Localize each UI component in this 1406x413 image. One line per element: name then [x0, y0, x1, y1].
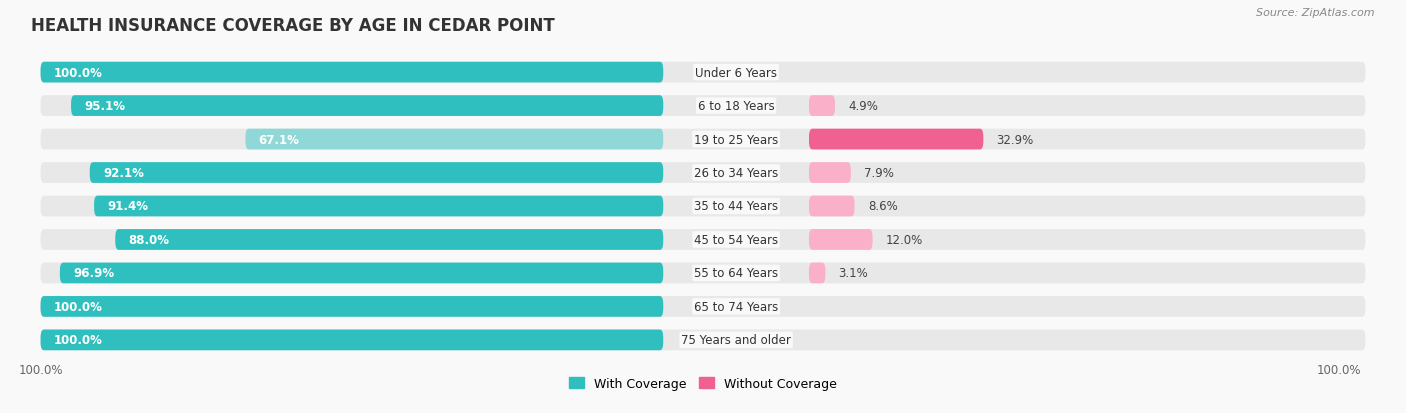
FancyBboxPatch shape	[72, 96, 664, 117]
FancyBboxPatch shape	[246, 129, 664, 150]
Text: 45 to 54 Years: 45 to 54 Years	[695, 233, 778, 247]
Text: 32.9%: 32.9%	[997, 133, 1033, 146]
Text: 65 to 74 Years: 65 to 74 Years	[695, 300, 779, 313]
Text: 12.0%: 12.0%	[886, 233, 924, 247]
FancyBboxPatch shape	[41, 296, 1365, 317]
Text: 55 to 64 Years: 55 to 64 Years	[695, 267, 778, 280]
Text: HEALTH INSURANCE COVERAGE BY AGE IN CEDAR POINT: HEALTH INSURANCE COVERAGE BY AGE IN CEDA…	[31, 17, 555, 34]
Text: 95.1%: 95.1%	[84, 100, 125, 113]
Text: 26 to 34 Years: 26 to 34 Years	[695, 166, 779, 180]
Text: 91.4%: 91.4%	[107, 200, 149, 213]
Text: 100.0%: 100.0%	[1316, 363, 1361, 376]
Text: 67.1%: 67.1%	[259, 133, 299, 146]
FancyBboxPatch shape	[808, 96, 835, 117]
Text: 8.6%: 8.6%	[868, 200, 897, 213]
FancyBboxPatch shape	[41, 96, 1365, 117]
Text: 4.9%: 4.9%	[848, 100, 879, 113]
Text: Source: ZipAtlas.com: Source: ZipAtlas.com	[1257, 8, 1375, 18]
FancyBboxPatch shape	[808, 163, 851, 183]
FancyBboxPatch shape	[41, 263, 1365, 284]
FancyBboxPatch shape	[808, 230, 873, 250]
Text: 96.9%: 96.9%	[73, 267, 114, 280]
FancyBboxPatch shape	[41, 63, 664, 83]
FancyBboxPatch shape	[90, 163, 664, 183]
Text: 100.0%: 100.0%	[53, 66, 103, 79]
Text: 100.0%: 100.0%	[18, 363, 63, 376]
Text: 100.0%: 100.0%	[53, 334, 103, 347]
Text: 88.0%: 88.0%	[128, 233, 170, 247]
FancyBboxPatch shape	[41, 163, 1365, 183]
Text: 19 to 25 Years: 19 to 25 Years	[695, 133, 779, 146]
FancyBboxPatch shape	[41, 296, 664, 317]
Text: 7.9%: 7.9%	[865, 166, 894, 180]
FancyBboxPatch shape	[41, 330, 664, 350]
FancyBboxPatch shape	[94, 196, 664, 217]
FancyBboxPatch shape	[41, 129, 1365, 150]
FancyBboxPatch shape	[808, 196, 855, 217]
FancyBboxPatch shape	[41, 63, 1365, 83]
FancyBboxPatch shape	[60, 263, 664, 284]
FancyBboxPatch shape	[41, 196, 1365, 217]
Text: 3.1%: 3.1%	[838, 267, 869, 280]
FancyBboxPatch shape	[808, 263, 825, 284]
Text: 75 Years and older: 75 Years and older	[681, 334, 792, 347]
Text: Under 6 Years: Under 6 Years	[695, 66, 778, 79]
Legend: With Coverage, Without Coverage: With Coverage, Without Coverage	[564, 372, 842, 395]
FancyBboxPatch shape	[115, 230, 664, 250]
FancyBboxPatch shape	[41, 330, 1365, 350]
FancyBboxPatch shape	[808, 129, 983, 150]
Text: 35 to 44 Years: 35 to 44 Years	[695, 200, 778, 213]
Text: 92.1%: 92.1%	[103, 166, 143, 180]
Text: 6 to 18 Years: 6 to 18 Years	[697, 100, 775, 113]
FancyBboxPatch shape	[41, 230, 1365, 250]
Text: 100.0%: 100.0%	[53, 300, 103, 313]
